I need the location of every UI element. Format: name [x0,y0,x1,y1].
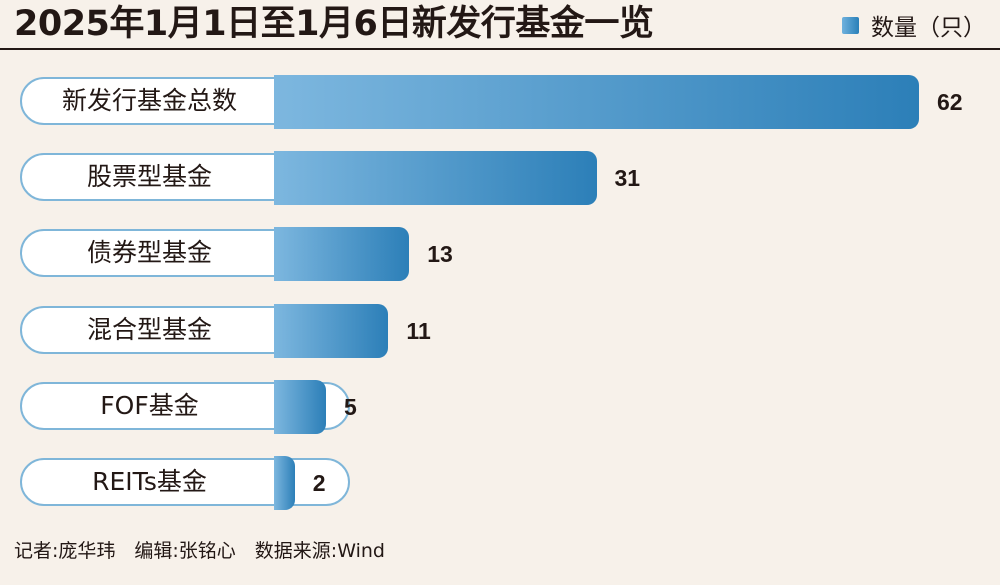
category-label: 混合型基金 [86,314,212,344]
bar-value-label: 11 [406,317,431,344]
category-label-pill: REITs基金 [20,458,350,506]
bar [274,75,919,129]
bar-row: 股票型基金 31 [0,151,1000,209]
bar [274,303,389,358]
title-divider [0,48,1000,50]
category-label: 股票型基金 [86,162,212,192]
bar-row: 混合型基金 11 [0,303,1000,362]
bar [274,151,597,206]
category-label: 新发行基金总数 [61,86,237,115]
category-label: REITs基金 [92,467,207,496]
bar-value-label: 62 [937,89,963,115]
bar-row: REITs基金 2 [0,456,1000,514]
footer-credits: 记者:庞华玮 编辑:张铭心 数据来源:Wind [14,540,385,562]
bar-row: FOF基金 5 [0,379,1000,438]
bar [274,456,295,510]
legend: 数量（只） [842,10,986,41]
bar-value-label: 31 [614,165,641,192]
bar-value-label: 2 [312,470,326,496]
bar-value-label: 5 [344,393,357,420]
category-label: 债券型基金 [86,238,212,268]
legend-swatch [842,16,859,34]
category-label: FOF基金 [100,390,199,420]
chart-title: 2025年1月1日至1月6日新发行基金一览 [14,4,654,44]
bar-row: 债券型基金 13 [0,227,1000,285]
bar [274,227,410,282]
bar-value-label: 13 [427,241,453,268]
bar [274,379,327,434]
bar-row: 新发行基金总数 62 [0,75,1000,133]
legend-label: 数量（只） [871,15,986,41]
